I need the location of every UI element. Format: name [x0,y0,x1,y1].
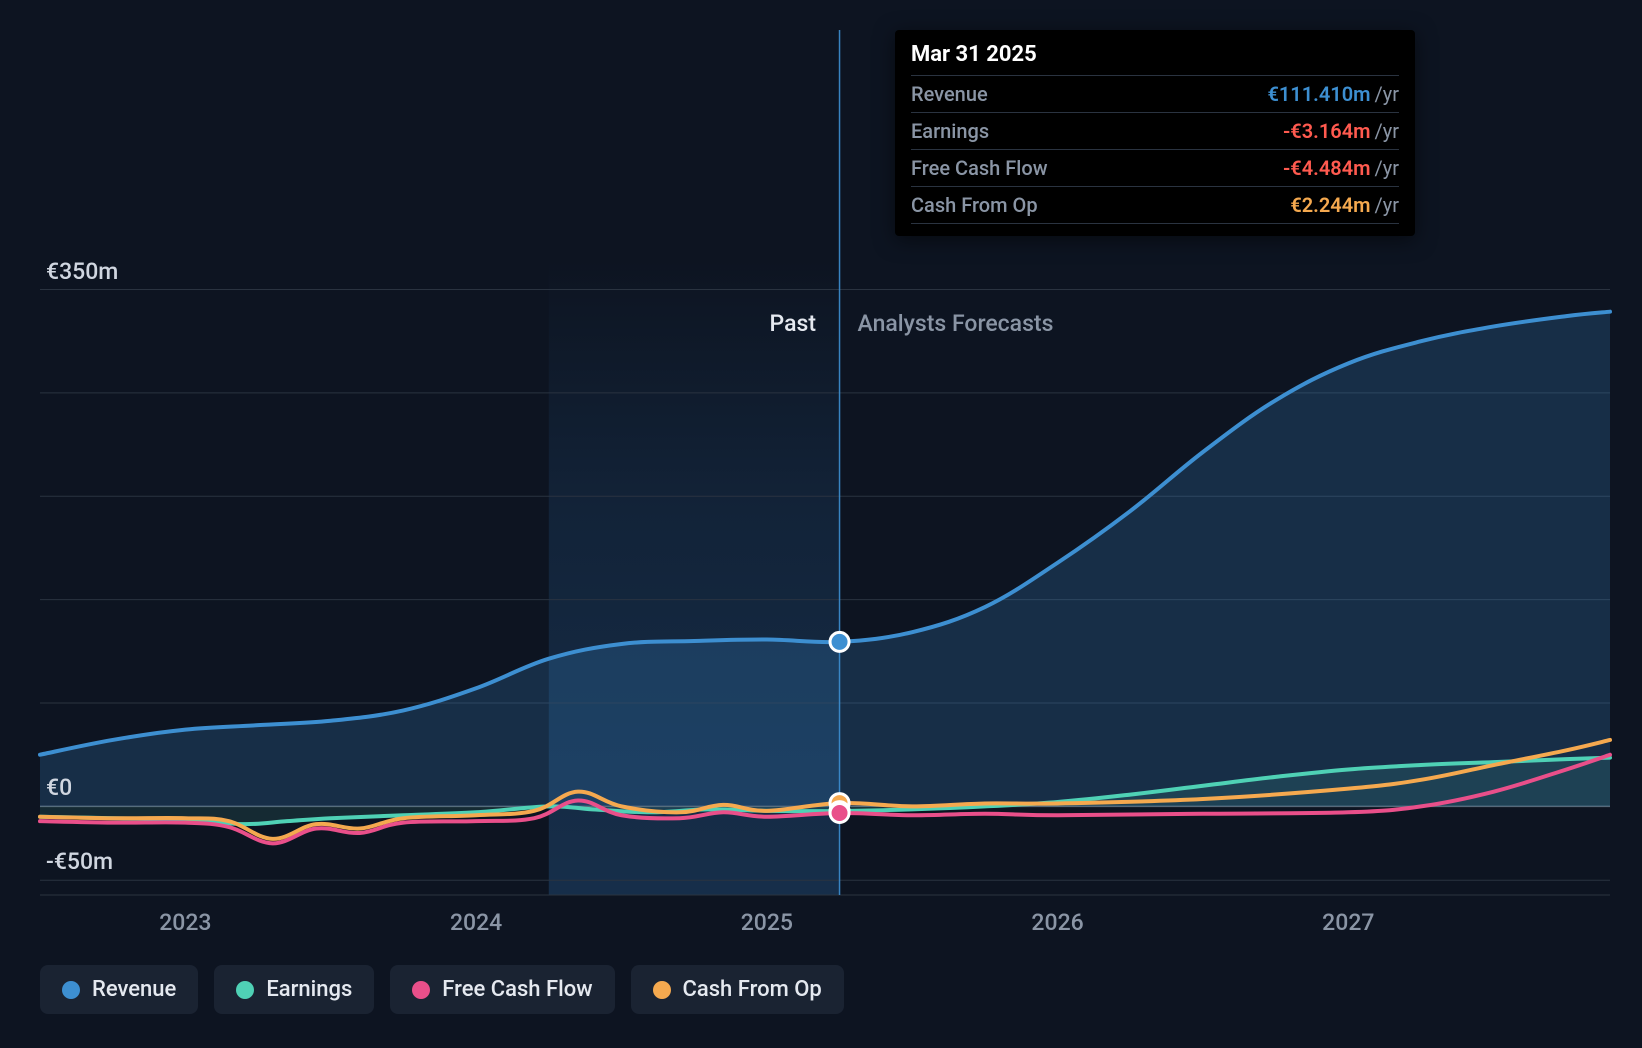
y-axis-label: €0 [46,774,72,801]
legend-dot-icon [236,981,254,999]
tooltip-row: Cash From Op €2.244m/yr [911,186,1399,224]
tooltip-row: Earnings -€3.164m/yr [911,112,1399,149]
tooltip-row: Free Cash Flow -€4.484m/yr [911,149,1399,186]
tooltip-row-value: -€3.164m/yr [1283,119,1399,143]
forecast-label: Analysts Forecasts [858,310,1054,337]
tooltip-row-value: €2.244m/yr [1290,193,1399,217]
x-axis-label: 2023 [159,909,211,936]
legend-dot-icon [62,981,80,999]
legend-item-label: Earnings [266,977,352,1002]
tooltip-date: Mar 31 2025 [911,42,1399,75]
earnings-revenue-chart[interactable]: -€50m €0 €350m 2023 2024 2025 2026 2027 … [0,0,1642,1048]
tooltip-row: Revenue €111.410m/yr [911,75,1399,112]
x-axis-label: 2027 [1322,909,1374,936]
tooltip-row-value: -€4.484m/yr [1283,156,1399,180]
legend-item-label: Revenue [92,977,176,1002]
x-axis-label: 2024 [450,909,502,936]
tooltip-row-label: Revenue [911,82,988,106]
chart-legend: Revenue Earnings Free Cash Flow Cash From O… [40,965,844,1014]
legend-item-fcf[interactable]: Free Cash Flow [390,965,614,1014]
past-label: Past [770,310,816,337]
legend-item-earnings[interactable]: Earnings [214,965,374,1014]
x-axis-label: 2025 [741,909,793,936]
legend-item-revenue[interactable]: Revenue [40,965,198,1014]
legend-dot-icon [653,981,671,999]
tooltip-row-label: Cash From Op [911,193,1038,217]
tooltip-row-value: €111.410m/yr [1267,82,1399,106]
y-axis-label: -€50m [46,848,113,875]
legend-item-cfo[interactable]: Cash From Op [631,965,844,1014]
legend-dot-icon [412,981,430,999]
tooltip-row-label: Free Cash Flow [911,156,1048,180]
x-axis-label: 2026 [1031,909,1083,936]
legend-item-label: Cash From Op [683,977,822,1002]
tooltip-row-label: Earnings [911,119,989,143]
chart-tooltip: Mar 31 2025 Revenue €111.410m/yr Earnings -… [895,30,1415,236]
y-axis-label: €350m [46,258,118,285]
legend-item-label: Free Cash Flow [442,977,592,1002]
